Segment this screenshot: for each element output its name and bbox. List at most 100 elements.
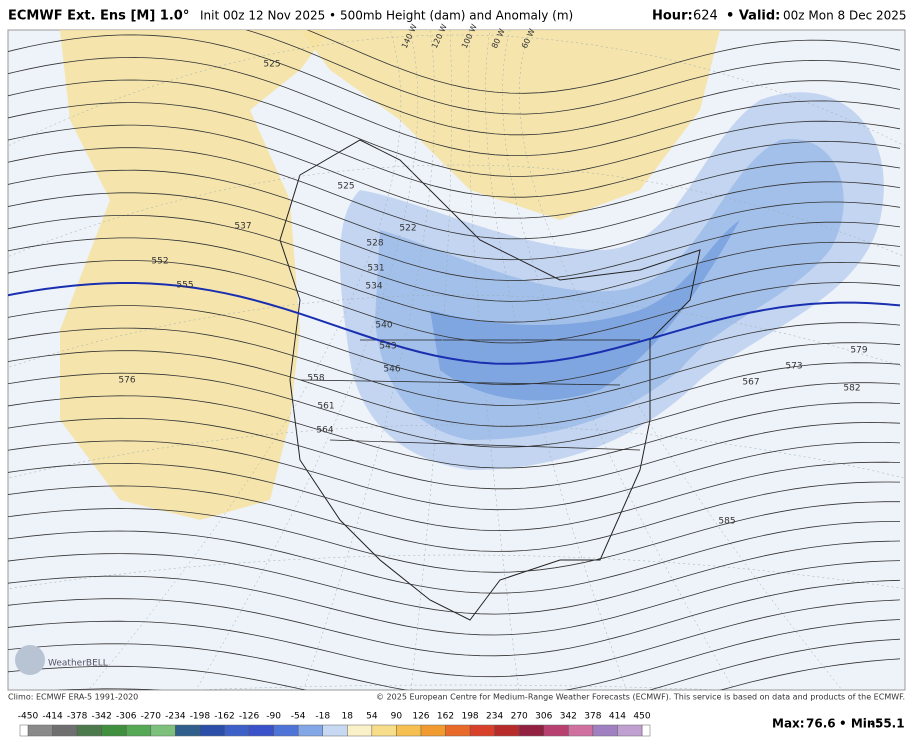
contour-label: 552 <box>151 257 168 267</box>
height-contour <box>8 260 901 344</box>
contour-label: 525 <box>263 60 280 70</box>
colorbar-swatch <box>175 725 201 736</box>
hour-label: Hour: <box>652 9 693 24</box>
borders <box>299 339 641 451</box>
colorbar-tick-label: 126 <box>412 712 429 722</box>
contour-label: 534 <box>365 282 382 292</box>
height-contour <box>8 305 901 386</box>
min: -55.1 <box>870 717 905 731</box>
colorbar-swatch <box>592 725 618 736</box>
contour-label: 537 <box>234 222 251 232</box>
colorbar-tick-label: -162 <box>214 712 234 722</box>
colorbar-tick-label: -198 <box>190 712 211 722</box>
max: 76.6 <box>806 717 836 731</box>
logo: WeatherBELL <box>48 659 108 669</box>
graticule <box>502 30 735 690</box>
colorbar-swatch <box>470 725 496 736</box>
contour-label: 567 <box>742 378 759 388</box>
colorbar-swatch <box>249 725 275 736</box>
colorbar-swatch <box>420 725 447 736</box>
colorbar-tick-label: -126 <box>239 712 260 722</box>
colorbar-tick-label: 306 <box>535 712 552 722</box>
colorbar-swatch <box>519 725 545 736</box>
colorbar-tick-label: 234 <box>486 712 503 722</box>
height-contour <box>8 579 901 657</box>
height-contour <box>8 282 901 365</box>
colorbar-swatch <box>445 725 471 736</box>
colorbar-swatch <box>101 725 127 736</box>
colorbar-tick-label: 54 <box>366 712 378 722</box>
graticule <box>8 424 905 479</box>
height-contour <box>56 658 901 690</box>
colorbar-swatch <box>224 725 250 736</box>
logo-badge <box>15 645 45 675</box>
graticule <box>8 34 905 147</box>
height-contour <box>8 192 901 281</box>
height-contour <box>8 417 901 490</box>
colorbar-tick-label: 342 <box>560 712 577 722</box>
colorbar-swatch <box>371 725 397 736</box>
height-contour <box>8 169 901 261</box>
colorbar-swatch <box>126 725 152 736</box>
colorbar-swatch <box>347 725 373 736</box>
colorbar-swatch <box>52 725 78 736</box>
colorbar-swatch <box>273 725 299 736</box>
colorbar-tick-label: -342 <box>91 712 111 722</box>
contour-label: 579 <box>850 346 867 356</box>
colorbar-swatch <box>396 725 422 736</box>
height-contour <box>8 102 901 198</box>
colorbar-frame <box>19 724 651 737</box>
height-contour <box>8 34 901 136</box>
height-contour <box>306 30 901 94</box>
colorbar-swatch <box>543 725 569 736</box>
contour-label: 525 <box>337 182 354 192</box>
colorbar-tick-label: -378 <box>67 712 88 722</box>
contour-label: 561 <box>317 402 334 412</box>
height-contour <box>8 372 901 448</box>
contour-label: 531 <box>367 264 384 274</box>
contour-label: 528 <box>366 239 383 249</box>
height-contour <box>8 395 901 469</box>
graticule <box>468 30 519 690</box>
colorbar-tick-label: 270 <box>511 712 528 722</box>
height-contour <box>8 79 901 177</box>
colorbar: -450 -414 -378 -342 -306 -270 -234 -198 -162 -126… <box>18 712 651 737</box>
colorbar-tick-label: -90 <box>266 712 281 722</box>
subtitle: Init 00z 12 Nov 2025 • 500mb Height (dam… <box>200 9 573 23</box>
height-contour <box>8 350 901 427</box>
height-contour <box>8 147 901 240</box>
contour-label: 555 <box>176 281 193 291</box>
contour-label: 540 <box>375 321 392 331</box>
colorbar-swatch <box>568 725 594 736</box>
colorbar-swatch <box>199 725 225 736</box>
colorbar-swatch <box>322 725 348 736</box>
colorbar-tick-label: -414 <box>42 712 63 722</box>
contour-label: 573 <box>785 362 802 372</box>
colorbar-tick-label: -306 <box>116 712 137 722</box>
contour-label: 558 <box>307 374 324 384</box>
colorbar-tick-label: 414 <box>609 712 626 722</box>
height-contour <box>8 540 901 615</box>
colorbar-swatch <box>298 725 324 736</box>
height-contour <box>8 215 901 302</box>
contour-label: 582 <box>843 384 860 394</box>
colorbar-swatch <box>617 725 643 736</box>
coastline <box>279 139 701 621</box>
height-contour <box>8 440 901 511</box>
colorbar-tick-label: 162 <box>437 712 454 722</box>
contour-label: 564 <box>316 426 333 436</box>
height-contour <box>8 56 901 156</box>
colorbar-swatch <box>77 725 103 736</box>
height-contour <box>8 501 900 573</box>
height-contour <box>8 461 901 532</box>
title: ECMWF Ext. Ens [M] 1.0° <box>8 9 189 24</box>
colorbar-tick-label: -450 <box>18 712 39 722</box>
negative-anomaly <box>430 220 740 401</box>
valid-label: • Valid: <box>726 9 780 24</box>
hour: 624 <box>693 9 718 24</box>
max-label: Max: <box>772 717 805 731</box>
copyright: © 2025 European Centre for Medium-Range … <box>376 693 905 702</box>
